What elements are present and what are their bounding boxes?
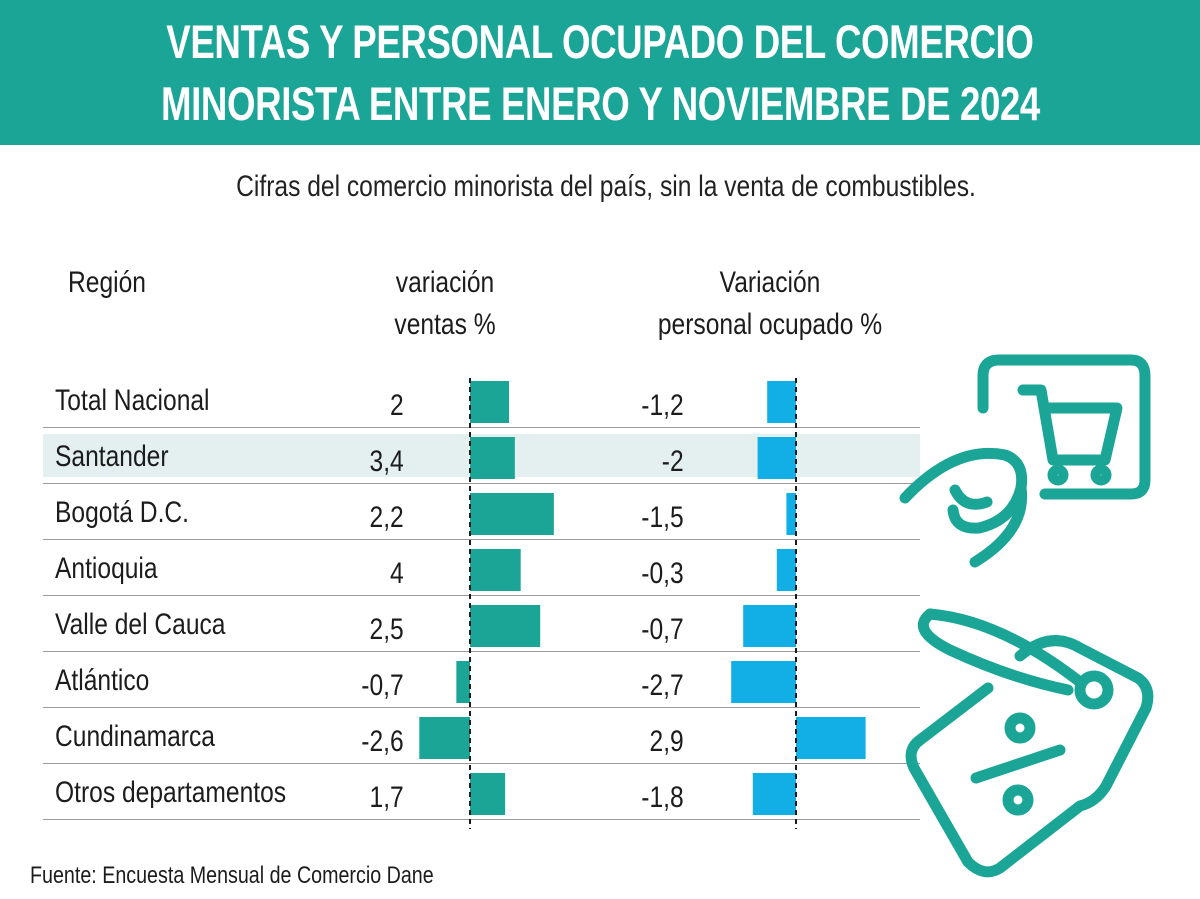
staff-bar (796, 717, 866, 759)
sales-value-label: 4 (390, 557, 404, 590)
column-header-sales: variación ventas % (350, 262, 540, 346)
sales-bar (419, 717, 470, 759)
staff-bar (767, 381, 796, 423)
row-divider (43, 595, 920, 596)
staff-bar (786, 493, 796, 535)
region-label: Valle del Cauca (55, 608, 226, 641)
staff-value-label: -0,3 (641, 557, 684, 590)
region-label: Total Nacional (55, 384, 210, 417)
column-header-staff: Variación personal ocupado % (590, 262, 950, 346)
subtitle: Cifras del comercio minorista del país, … (236, 170, 976, 203)
source-note: Fuente: Encuesta Mensual de Comercio Dan… (30, 862, 434, 889)
column-header-sales-line1: variación (395, 266, 495, 299)
staff-value-label: -2,7 (641, 669, 684, 702)
staff-value-label: -1,8 (641, 781, 684, 814)
staff-value-label: -1,5 (641, 501, 684, 534)
shopping-cart-icon (899, 354, 1151, 568)
staff-value-label: -1,2 (641, 389, 684, 422)
sales-value-label: -2,6 (361, 725, 404, 758)
region-label: Antioquia (55, 552, 158, 585)
sales-value-label: 3,4 (369, 445, 404, 478)
region-label: Atlántico (55, 664, 150, 697)
sales-bar (456, 661, 470, 703)
title-line-2: MINORISTA ENTRE ENERO Y NOVIEMBRE DE 202… (160, 76, 1040, 130)
staff-value-label: -0,7 (641, 613, 684, 646)
sales-value-label: 2,2 (369, 501, 404, 534)
sales-bar (470, 605, 541, 647)
row-divider (43, 819, 920, 820)
row-divider (43, 651, 920, 652)
sales-bar (470, 493, 554, 535)
staff-bar (776, 549, 796, 591)
staff-value-label: 2,9 (649, 725, 684, 758)
row-divider (43, 539, 920, 540)
row-divider (43, 707, 920, 708)
row-divider (43, 763, 920, 764)
sales-value-label: 2,5 (369, 613, 404, 646)
sales-value-label: 2 (390, 389, 404, 422)
sales-value-label: 1,7 (369, 781, 404, 814)
staff-bar (752, 773, 796, 815)
header-banner: VENTAS Y PERSONAL OCUPADO DEL COMERCIO M… (0, 0, 1200, 145)
region-label: Santander (55, 440, 169, 473)
sales-bar (470, 549, 521, 591)
staff-value-label: -2 (662, 445, 684, 478)
sales-bar (470, 773, 506, 815)
title-line-1: VENTAS Y PERSONAL OCUPADO DEL COMERCIO (166, 14, 1034, 68)
column-header-sales-line2: ventas % (394, 308, 496, 341)
highlight-row (43, 434, 920, 477)
staff-bar (743, 605, 796, 647)
column-header-staff-line2: personal ocupado % (657, 308, 883, 341)
region-label: Cundinamarca (55, 720, 215, 753)
region-label: Bogotá D.C. (55, 496, 190, 529)
column-header-staff-line1: Variación (719, 266, 821, 299)
hand-icon (899, 447, 1028, 568)
row-divider (43, 427, 920, 428)
row-divider (43, 483, 920, 484)
column-header-region: Región (68, 262, 163, 304)
sales-value-label: -0,7 (361, 669, 404, 702)
region-label: Otros departamentos (55, 776, 287, 809)
staff-bar (731, 661, 796, 703)
sales-bar (470, 381, 509, 423)
column-header-region-label: Región (68, 266, 146, 299)
price-tag-percent-icon (905, 608, 1154, 878)
